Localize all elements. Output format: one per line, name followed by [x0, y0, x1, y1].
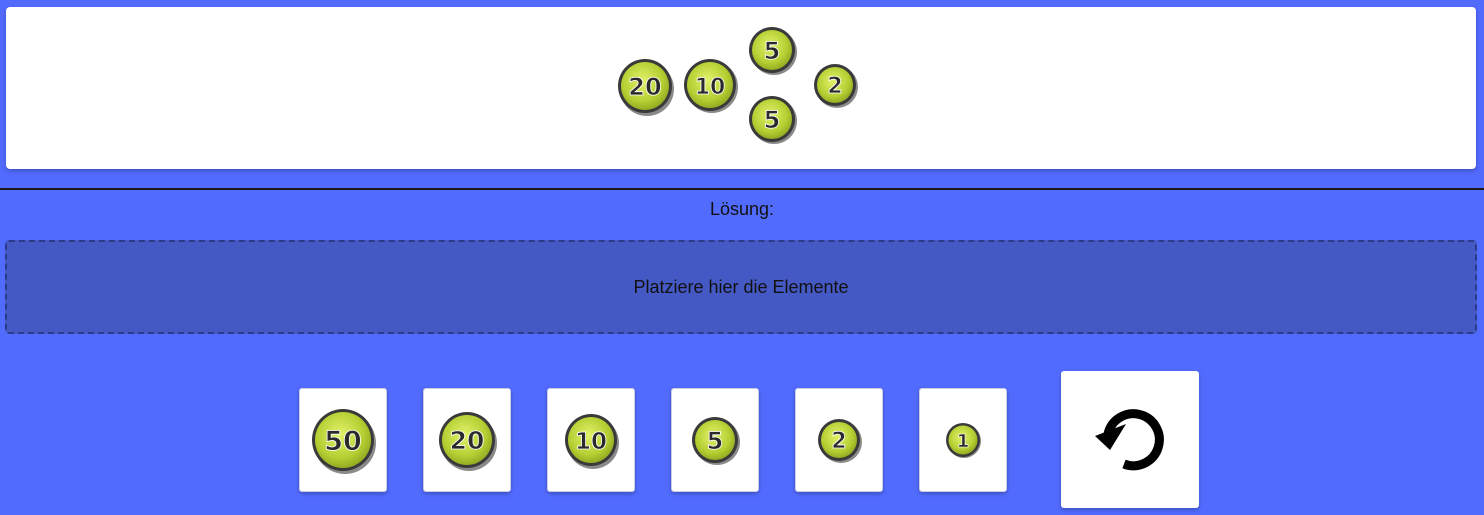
solution-label: Lösung: [709, 199, 775, 219]
solution-drop-zone[interactable]: Platziere hier die Elemente [5, 240, 1477, 334]
coin-value: 10 [575, 429, 607, 455]
drop-zone-placeholder: Platziere hier die Elemente [633, 276, 849, 297]
coin-value: 2 [827, 74, 842, 99]
coin-5-icon: 5 [749, 96, 797, 144]
coin-50-icon: 50 [312, 409, 376, 474]
coin-card-50[interactable]: 50 [299, 388, 387, 492]
coin-5-icon: 5 [749, 27, 797, 75]
coin-value: 10 [695, 75, 726, 100]
coin-value: 2 [831, 429, 846, 454]
coin-card-10[interactable]: 10 [547, 388, 635, 492]
coin-value: 50 [324, 426, 362, 457]
coin-1-icon: 1 [946, 423, 981, 458]
coin-2-icon: 2 [818, 419, 862, 463]
coin-card-20[interactable]: 20 [423, 388, 511, 492]
task-panel: 20 10 5 5 2 [6, 7, 1476, 169]
coin-value: 5 [707, 427, 724, 455]
coin-card-5[interactable]: 5 [671, 388, 759, 492]
coin-value: 20 [628, 73, 661, 101]
coin-value: 20 [450, 426, 485, 455]
coin-value: 1 [957, 431, 970, 452]
coin-10-icon: 10 [684, 59, 738, 113]
coin-2-icon: 2 [814, 64, 858, 108]
coin-value: 5 [764, 106, 781, 134]
coin-10-icon: 10 [565, 414, 619, 469]
reset-button[interactable] [1061, 371, 1199, 508]
coin-20-icon: 20 [439, 412, 497, 471]
undo-icon [1095, 408, 1164, 470]
coin-card-2[interactable]: 2 [795, 388, 883, 492]
coin-20-icon: 20 [618, 59, 674, 116]
coin-5-icon: 5 [692, 417, 740, 465]
coin-value: 5 [764, 37, 781, 65]
coin-card-1[interactable]: 1 [919, 388, 1007, 492]
divider [0, 188, 1484, 190]
